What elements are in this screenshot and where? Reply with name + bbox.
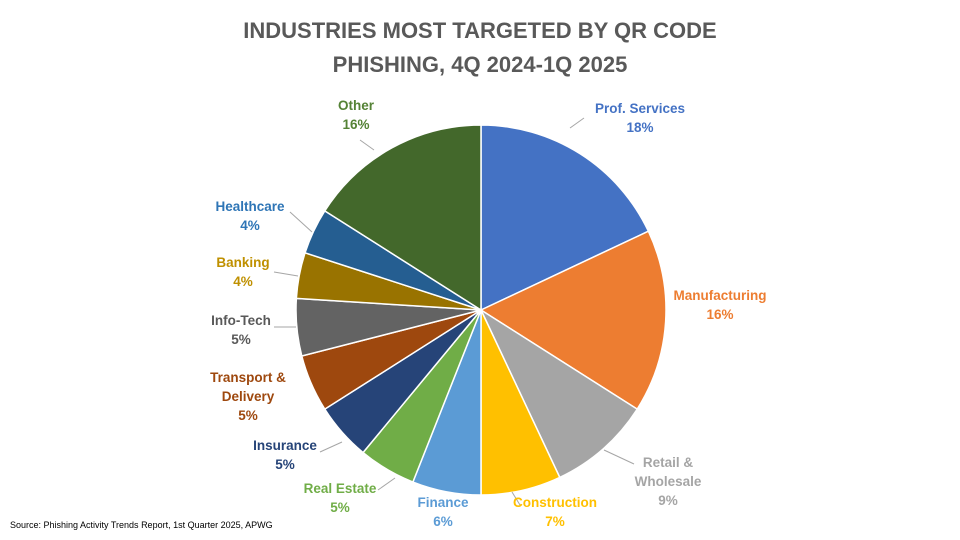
slice-category-label: Insurance [253,438,317,453]
slice-label-construction: Construction 7% [513,495,597,529]
pie-slice-retail-wholesale [479,307,639,479]
slice-category-label: Info-Tech [211,313,271,328]
slice-value-label: 9% [658,493,678,508]
source-note: Source: Phishing Activity Trends Report,… [10,520,273,530]
slice-label-manufacturing: Manufacturing 16% [674,288,767,322]
leader-line [569,117,585,129]
slice-category-label: Finance [417,495,469,510]
slice-value-label: 16% [342,117,369,132]
slice-category-label: Delivery [222,389,275,404]
slice-value-label: 16% [706,307,733,322]
slice-category-label: Prof. Services [595,101,685,116]
pie-slice-other [323,124,482,312]
slice-category-label: Transport & [210,370,286,385]
leader-line [511,491,521,506]
slice-label-prof-services: Prof. Services 18% [595,101,685,135]
pie-slice-manufacturing [479,230,667,411]
slice-category-label: Healthcare [215,199,285,214]
slice-label-insurance: Insurance 5% [253,438,317,472]
chart-title: INDUSTRIES MOST TARGETED BY QR CODE PHIS… [0,14,960,82]
slice-label-banking: Banking 4% [216,255,269,289]
leader-line [377,477,396,491]
slice-category-label: Retail & [643,455,694,470]
slice-label-retail-wholesale: Retail & Wholesale 9% [635,455,702,508]
pie-slice-prof-services [480,124,650,312]
slice-value-label: 5% [330,500,350,515]
slice-category-label: Banking [216,255,269,270]
slice-label-info-tech: Info-Tech 5% [211,313,271,347]
slice-category-label: Wholesale [635,474,702,489]
slice-label-transport-delivery: Transport & Delivery 5% [210,370,286,423]
slice-category-label: Construction [513,495,597,510]
slice-label-healthcare: Healthcare 4% [215,199,285,233]
slice-label-real-estate: Real Estate 5% [304,481,377,515]
leader-line [289,211,313,233]
chart-title-line-1: INDUSTRIES MOST TARGETED BY QR CODE [243,18,717,43]
slice-value-label: 7% [545,514,565,529]
slice-label-other: Other 16% [338,98,375,132]
leader-line [273,271,299,277]
slice-value-label: 4% [233,274,253,289]
slice-value-label: 18% [626,120,653,135]
leader-line [319,441,343,453]
slice-category-label: Manufacturing [674,288,767,303]
chart-title-line-2: PHISHING, 4Q 2024-1Q 2025 [332,52,628,77]
slice-value-label: 4% [240,218,260,233]
slice-value-label: 5% [231,332,251,347]
leader-line [603,449,635,465]
slice-value-label: 5% [238,408,258,423]
slice-category-label: Real Estate [304,481,377,496]
leader-line [359,139,375,151]
slice-label-finance: Finance 6% [417,495,469,529]
slice-value-label: 5% [275,457,295,472]
slice-value-label: 6% [433,514,453,529]
slice-category-label: Other [338,98,375,113]
